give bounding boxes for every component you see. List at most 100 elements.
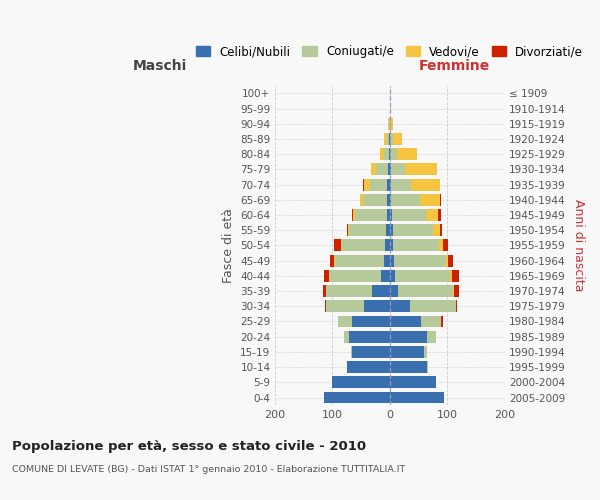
Bar <box>389 361 427 373</box>
Bar <box>452 270 459 282</box>
Bar <box>352 316 389 328</box>
Text: Maschi: Maschi <box>133 59 187 73</box>
Bar <box>439 240 443 252</box>
Y-axis label: Anni di nascita: Anni di nascita <box>572 199 585 292</box>
Bar <box>442 316 443 328</box>
Bar <box>353 209 355 221</box>
Bar <box>389 118 391 130</box>
Bar <box>420 194 440 205</box>
Bar <box>453 285 454 297</box>
Bar <box>394 254 446 266</box>
Text: Femmine: Femmine <box>418 59 490 73</box>
Bar <box>326 300 364 312</box>
Bar <box>347 361 389 373</box>
Bar <box>427 331 436 342</box>
Bar <box>388 164 389 175</box>
Bar <box>323 392 389 404</box>
Bar <box>325 300 326 312</box>
Bar <box>363 178 364 190</box>
Bar <box>332 376 389 388</box>
Bar <box>371 164 376 175</box>
Bar <box>335 254 384 266</box>
Bar <box>350 346 352 358</box>
Bar <box>352 209 353 221</box>
Bar <box>391 118 393 130</box>
Bar <box>334 240 341 252</box>
Bar <box>363 194 388 205</box>
Bar <box>393 133 402 145</box>
Bar <box>349 331 389 342</box>
Bar <box>391 178 412 190</box>
Bar <box>405 164 437 175</box>
Bar <box>446 254 448 266</box>
Bar <box>344 331 349 342</box>
Bar <box>385 148 389 160</box>
Bar <box>410 300 456 312</box>
Bar <box>389 102 391 115</box>
Bar <box>349 224 386 236</box>
Bar <box>427 209 438 221</box>
Bar <box>364 300 389 312</box>
Bar <box>389 376 436 388</box>
Bar <box>385 240 389 252</box>
Bar <box>450 270 452 282</box>
Bar <box>389 209 392 221</box>
Bar <box>389 164 391 175</box>
Text: COMUNE DI LEVATE (BG) - Dati ISTAT 1° gennaio 2010 - Elaborazione TUTTITALIA.IT: COMUNE DI LEVATE (BG) - Dati ISTAT 1° ge… <box>12 466 405 474</box>
Bar <box>387 209 389 221</box>
Bar <box>398 285 453 297</box>
Bar <box>395 270 450 282</box>
Bar <box>389 300 410 312</box>
Bar <box>384 254 389 266</box>
Bar <box>364 178 370 190</box>
Bar <box>427 361 428 373</box>
Y-axis label: Fasce di età: Fasce di età <box>221 208 235 283</box>
Bar <box>381 270 389 282</box>
Bar <box>389 224 392 236</box>
Bar <box>391 164 405 175</box>
Bar <box>424 346 427 358</box>
Bar <box>324 270 329 282</box>
Bar <box>389 194 391 205</box>
Bar <box>440 194 442 205</box>
Bar <box>385 133 387 145</box>
Bar <box>392 224 433 236</box>
Bar <box>389 254 394 266</box>
Bar <box>390 133 393 145</box>
Bar <box>373 285 389 297</box>
Bar <box>323 285 326 297</box>
Bar <box>454 285 458 297</box>
Bar <box>448 254 453 266</box>
Bar <box>389 240 393 252</box>
Bar <box>389 316 421 328</box>
Bar <box>329 270 381 282</box>
Bar <box>330 254 334 266</box>
Bar <box>389 346 424 358</box>
Bar <box>389 178 391 190</box>
Bar <box>376 164 388 175</box>
Bar <box>370 178 388 190</box>
Bar <box>421 316 442 328</box>
Text: Popolazione per età, sesso e stato civile - 2010: Popolazione per età, sesso e stato civil… <box>12 440 366 453</box>
Bar <box>438 209 441 221</box>
Bar <box>412 178 440 190</box>
Bar <box>392 209 427 221</box>
Bar <box>440 224 442 236</box>
Bar <box>347 224 349 236</box>
Bar <box>391 194 420 205</box>
Bar <box>326 285 373 297</box>
Bar <box>342 240 385 252</box>
Bar <box>443 240 448 252</box>
Bar <box>352 346 389 358</box>
Bar <box>338 316 352 328</box>
Bar <box>390 148 397 160</box>
Bar <box>389 392 444 404</box>
Bar <box>380 148 385 160</box>
Bar <box>355 209 387 221</box>
Bar <box>387 133 389 145</box>
Bar <box>388 178 389 190</box>
Bar <box>388 194 389 205</box>
Bar <box>389 270 395 282</box>
Bar <box>389 331 427 342</box>
Bar <box>397 148 417 160</box>
